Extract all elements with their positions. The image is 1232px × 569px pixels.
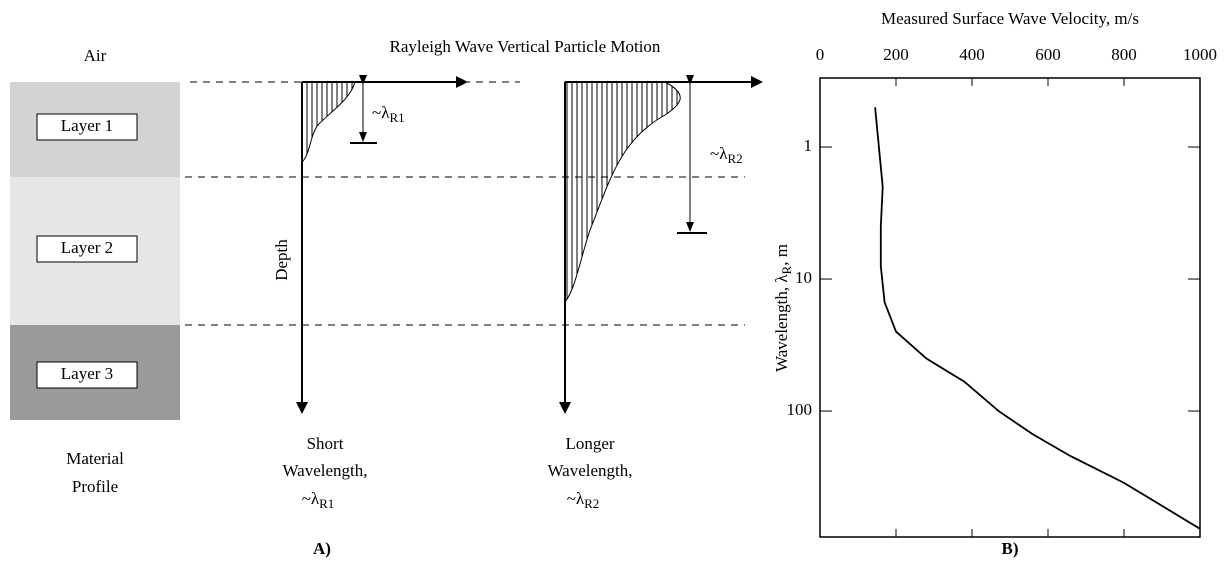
lambda: ~λ bbox=[372, 103, 390, 122]
data-line bbox=[874, 107, 1201, 530]
air-label: Air bbox=[84, 46, 107, 65]
motion-profile bbox=[301, 81, 356, 164]
depth-label: Depth bbox=[272, 239, 291, 281]
x-tick-label: 200 bbox=[883, 45, 909, 64]
lambda: ~λ bbox=[710, 144, 728, 163]
lambda-sub: R1 bbox=[319, 496, 334, 511]
lambda: ~λ bbox=[302, 489, 320, 508]
y-label-sub: R bbox=[779, 265, 794, 274]
y-tick-label: 100 bbox=[787, 400, 813, 419]
profile-label: Material bbox=[66, 449, 124, 468]
y-tick-label: 1 bbox=[804, 136, 813, 155]
y-tick-label: 10 bbox=[795, 268, 812, 287]
material-profile: Air Layer 1 Layer 2 Layer 3 Material Pro… bbox=[10, 46, 180, 496]
long-wave: ~λR2 Longer Wavelength, ~λR2 bbox=[547, 75, 763, 511]
chart-b: Measured Surface Wave Velocity, m/s B) W… bbox=[772, 9, 1217, 558]
x-tick-label: 800 bbox=[1111, 45, 1137, 64]
caption-lambda: ~λR2 bbox=[567, 489, 600, 511]
motion-title: Rayleigh Wave Vertical Particle Motion bbox=[390, 37, 661, 56]
interfaces bbox=[185, 81, 745, 326]
layer-label: Layer 3 bbox=[61, 364, 113, 383]
layer-label: Layer 2 bbox=[61, 238, 113, 257]
x-tick-label: 0 bbox=[816, 45, 825, 64]
short-wave: ~λR1 Depth Short Wavelength, ~λR1 bbox=[272, 75, 468, 511]
lambda-label: ~λR1 bbox=[372, 103, 405, 125]
caption: Wavelength, bbox=[547, 461, 632, 480]
profile-label: Profile bbox=[72, 477, 118, 496]
chart-title: Measured Surface Wave Velocity, m/s bbox=[881, 9, 1139, 28]
x-tick-label: 400 bbox=[959, 45, 985, 64]
caption: Short bbox=[307, 434, 344, 453]
layer-label: Layer 1 bbox=[61, 116, 113, 135]
layer-box bbox=[36, 361, 138, 389]
lambda-label: ~λR2 bbox=[710, 144, 743, 166]
caption: Longer bbox=[565, 434, 614, 453]
plot-frame bbox=[819, 77, 1201, 538]
lambda: ~λ bbox=[567, 489, 585, 508]
layer-box bbox=[36, 113, 138, 141]
panel-label: B) bbox=[1002, 539, 1019, 558]
motion-profile bbox=[564, 81, 681, 304]
layer-box bbox=[36, 235, 138, 263]
panel-label: A) bbox=[313, 539, 331, 558]
caption: Wavelength, bbox=[282, 461, 367, 480]
y-label: Wavelength, λ bbox=[772, 274, 791, 372]
y-axis-label: Wavelength, λR, m bbox=[772, 244, 794, 372]
y-label-end: , m bbox=[772, 244, 791, 266]
lambda-sub: R2 bbox=[727, 151, 742, 166]
x-tick-label: 600 bbox=[1035, 45, 1061, 64]
caption-lambda: ~λR1 bbox=[302, 489, 335, 511]
x-tick-label: 1000 bbox=[1183, 45, 1217, 64]
lambda-sub: R1 bbox=[389, 110, 404, 125]
lambda-sub: R2 bbox=[584, 496, 599, 511]
